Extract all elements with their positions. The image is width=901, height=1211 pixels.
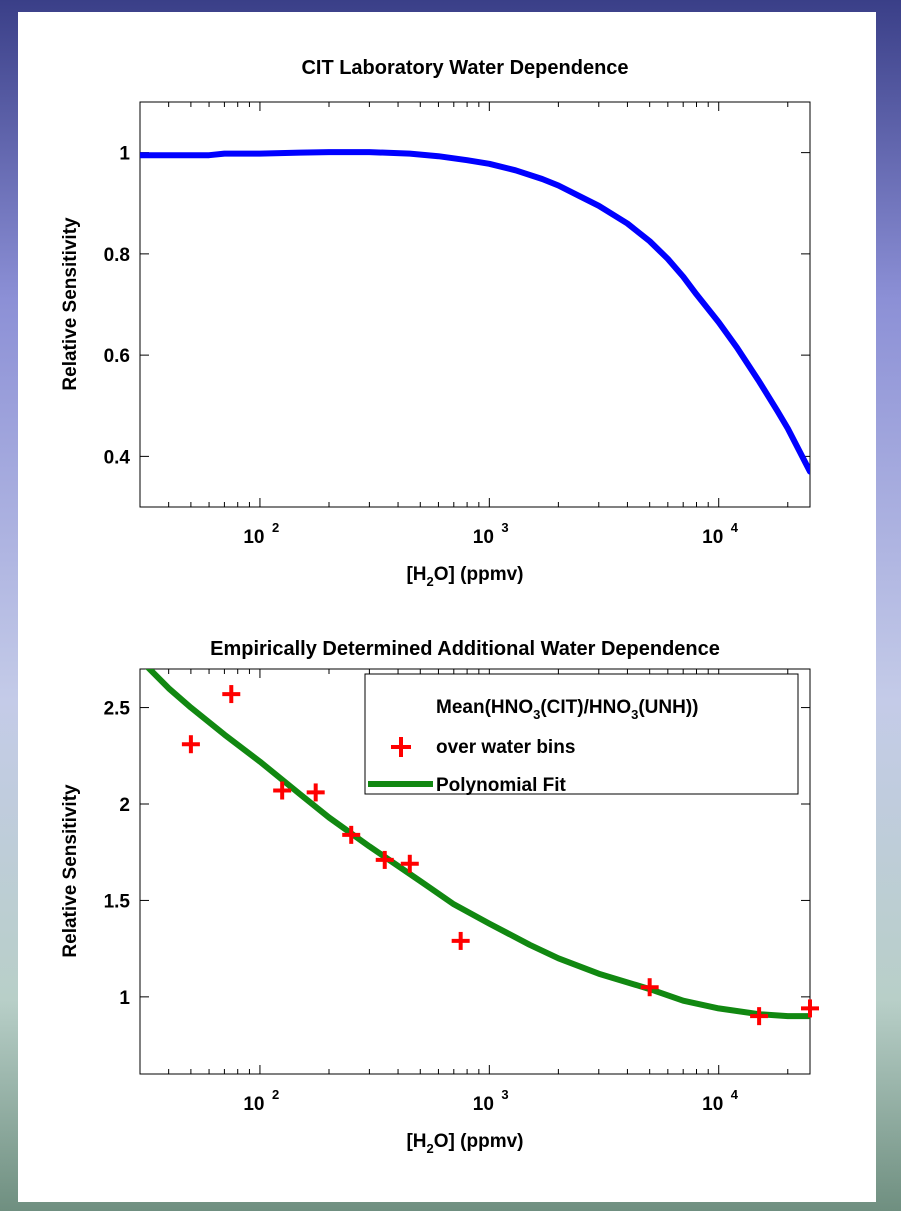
figure-canvas: CIT Laboratory Water Dependence 10 2 10 3 10… bbox=[60, 57, 819, 1156]
y-tick-label: 2 bbox=[119, 795, 130, 816]
chart-bottom-y-axis-label: Relative Sensitivity bbox=[60, 784, 81, 958]
chart-top-title: CIT Laboratory Water Dependence bbox=[301, 57, 628, 79]
y-tick-label: 1.5 bbox=[104, 891, 131, 912]
y-tick-label: 0.4 bbox=[104, 447, 131, 468]
series-line bbox=[145, 669, 810, 1020]
legend-mean-c: (UNH)) bbox=[638, 697, 698, 718]
y-tick-label: 0.8 bbox=[104, 245, 130, 266]
y-tick-label: 1 bbox=[119, 144, 130, 165]
y-tick-label: 2.5 bbox=[104, 699, 131, 720]
legend-label-mean: Mean(HNO3(CIT)/HNO3(UNH)) bbox=[436, 697, 699, 722]
x-label-sub: 2 bbox=[427, 1141, 434, 1156]
x-tick-label: 10 bbox=[473, 1094, 494, 1115]
x-tick-label-exponent: 4 bbox=[731, 1087, 739, 1102]
x-tick-label-exponent: 2 bbox=[272, 1087, 279, 1102]
data-point bbox=[306, 783, 325, 802]
chart-bottom: Empirically Determined Additional Water … bbox=[60, 638, 819, 1156]
chart-bottom-markers bbox=[181, 685, 819, 1026]
chart-bottom-series bbox=[145, 669, 810, 1020]
x-tick-label: 10 bbox=[702, 1094, 723, 1115]
x-label-sub: 2 bbox=[427, 574, 434, 589]
x-tick-label: 10 bbox=[473, 527, 494, 548]
legend-mean-b: (CIT)/HNO bbox=[540, 697, 631, 718]
legend-label-fit: Polynomial Fit bbox=[436, 775, 567, 796]
data-point bbox=[222, 685, 241, 704]
data-point bbox=[273, 781, 292, 800]
x-label-suffix: O] (ppmv) bbox=[434, 564, 524, 585]
legend-marker-plus bbox=[391, 737, 411, 757]
legend-label-mean-line2: over water bins bbox=[436, 737, 575, 758]
data-point bbox=[801, 999, 819, 1018]
chart-bottom-x-axis-label: [H2O] (ppmv) bbox=[406, 1131, 523, 1156]
x-tick-label-exponent: 3 bbox=[501, 520, 508, 535]
chart-top-x-axis-label: [H2O] (ppmv) bbox=[406, 564, 523, 589]
series-line bbox=[140, 149, 810, 475]
x-label-suffix: O] (ppmv) bbox=[434, 1131, 524, 1152]
legend-mean-sub2: 3 bbox=[631, 707, 638, 722]
data-point bbox=[181, 735, 200, 754]
legend-mean-a: Mean(HNO bbox=[436, 697, 533, 718]
chart-top-y-axis-label: Relative Sensitivity bbox=[60, 217, 81, 391]
data-point bbox=[400, 854, 419, 873]
y-tick-label: 0.6 bbox=[104, 346, 130, 367]
legend-mean-sub1: 3 bbox=[533, 707, 540, 722]
chart-bottom-y-ticks: 1 1.5 2 2.5 bbox=[104, 699, 810, 1009]
data-point bbox=[640, 978, 659, 997]
x-label-prefix: [H bbox=[406, 1131, 426, 1152]
figure-frame: CIT Laboratory Water Dependence 10 2 10 3 10… bbox=[18, 12, 876, 1202]
x-tick-label-exponent: 3 bbox=[501, 1087, 508, 1102]
chart-bottom-title: Empirically Determined Additional Water … bbox=[210, 638, 720, 660]
x-label-prefix: [H bbox=[406, 564, 426, 585]
x-tick-label-exponent: 4 bbox=[731, 520, 739, 535]
data-point bbox=[451, 931, 470, 950]
chart-top: CIT Laboratory Water Dependence 10 2 10 3 10… bbox=[60, 57, 811, 589]
chart-bottom-x-ticks: 10 2 10 3 10 4 bbox=[139, 669, 789, 1115]
x-tick-label-exponent: 2 bbox=[272, 520, 279, 535]
legend-box bbox=[364, 673, 799, 795]
chart-top-y-ticks: 0.4 0.6 0.8 1 bbox=[104, 144, 810, 468]
data-point bbox=[375, 850, 394, 869]
chart-top-axes-box bbox=[139, 101, 811, 508]
y-tick-label: 1 bbox=[119, 988, 130, 1009]
x-tick-label: 10 bbox=[702, 527, 723, 548]
chart-top-series bbox=[140, 149, 810, 475]
chart-top-x-ticks: 10 2 10 3 10 4 bbox=[139, 102, 789, 548]
x-tick-label: 10 bbox=[243, 527, 264, 548]
chart-bottom-legend: Mean(HNO3(CIT)/HNO3(UNH)) over water bin… bbox=[364, 673, 799, 796]
data-point bbox=[342, 825, 361, 844]
data-point bbox=[750, 1007, 769, 1026]
x-tick-label: 10 bbox=[243, 1094, 264, 1115]
